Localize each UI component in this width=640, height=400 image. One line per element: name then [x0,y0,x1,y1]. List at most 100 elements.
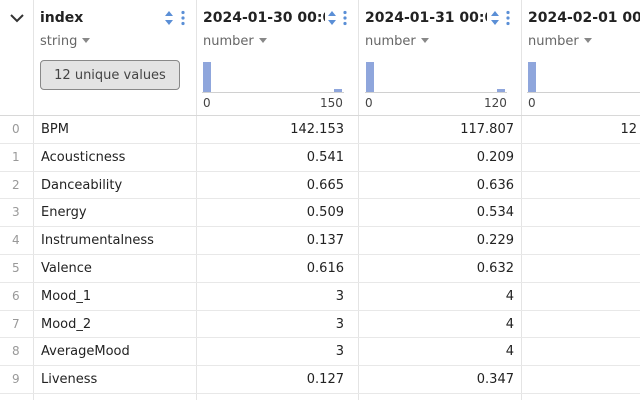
histogram-bar[interactable] [366,62,374,92]
cell-index: BPM [41,122,69,137]
cell-value: 0.229 [476,233,514,249]
table-row[interactable]: 0 BPM 142.153 117.807 12 [0,116,640,144]
row-number: 5 [12,261,20,275]
row-number: 3 [12,205,20,220]
column-type-selector[interactable]: string [40,34,91,49]
col-divider[interactable] [196,0,197,400]
cell-value: 3 [335,316,344,332]
histogram-bar[interactable] [334,89,342,92]
cell-value: 0.636 [476,177,514,193]
histogram-bar[interactable] [528,62,536,92]
column-menu-icon[interactable] [505,10,511,26]
row-number: 9 [12,372,20,387]
column-type-label: number [528,34,579,49]
row-number: 2 [12,177,20,192]
cell-value: 0.665 [306,177,344,193]
column-type-label: number [203,34,254,49]
row-number: 7 [12,316,20,331]
cell-value: 0.347 [476,372,514,388]
cell-value: 0.541 [306,149,344,165]
histogram-max-label: 120 [484,96,507,110]
histogram-bar[interactable] [497,89,505,92]
row-number: 8 [12,344,20,359]
row-number: 4 [12,233,20,248]
cell-value: 0.509 [306,205,344,221]
table-row[interactable]: 2 Danceability 0.665 0.636 [0,172,640,200]
column-type-selector[interactable]: number [365,34,429,49]
sort-icon[interactable] [164,10,174,26]
cell-value: 0.616 [306,261,344,276]
column-type-selector[interactable]: number [528,34,592,49]
cell-value: 0.534 [476,205,514,221]
chevron-down-icon[interactable] [8,9,26,27]
row-number: 1 [12,149,20,164]
table-row[interactable]: 3 Energy 0.509 0.534 [0,199,640,228]
cell-value: 0.209 [476,149,514,165]
cell-index: Mood_2 [41,316,92,332]
cell-index: Mood_1 [41,288,92,304]
column-type-label: string [40,34,78,49]
cell-value: 0.137 [306,233,344,249]
table-row[interactable]: 9 Liveness 0.127 0.347 [0,366,640,394]
row-number: 0 [12,122,20,136]
col-divider[interactable] [521,0,522,400]
row-divider [0,365,640,367]
column-title-2024-02-01[interactable]: 2024-02-01 00:0... [528,10,640,26]
column-menu-icon[interactable] [342,10,348,26]
cell-value: 3 [335,344,344,360]
cell-value: 3 [335,288,344,304]
row-divider [0,337,640,339]
table-row[interactable]: 6 Mood_1 3 4 [0,283,640,311]
sort-icon[interactable] [490,10,500,26]
col-divider [33,0,34,400]
caret-down-icon [420,38,429,43]
histogram-bar[interactable] [203,62,211,92]
header-divider [0,115,640,116]
table-row[interactable]: 7 Mood_2 3 4 [0,311,640,339]
column-title-2024-01-31[interactable]: 2024-01-31 00:0... [365,10,487,26]
row-number: 6 [12,288,20,303]
cell-value: 0.127 [306,372,344,388]
row-divider [0,309,640,311]
column-title-2024-01-30[interactable]: 2024-01-30 00:0... [203,10,325,26]
caret-down-icon [258,38,267,43]
cell-index: Acousticness [41,149,126,165]
table-row[interactable]: 4 Instrumentalness 0.137 0.229 [0,227,640,255]
row-divider [0,281,640,283]
table-row[interactable]: 5 Valence 0.616 0.632 [0,255,640,283]
unique-values-button[interactable]: 12 unique values [40,60,180,90]
histogram[interactable] [527,59,640,93]
sort-icon[interactable] [327,10,337,26]
histogram[interactable] [202,59,344,93]
cell-index: Energy [41,205,87,221]
row-divider [0,392,640,394]
cell-value: 12 [620,122,637,137]
column-menu-icon[interactable] [180,10,186,26]
cell-value: 0.632 [476,261,514,276]
cell-value: 117.807 [460,122,514,137]
caret-down-icon [583,38,592,43]
cell-index: Liveness [41,372,98,388]
histogram-min-label: 0 [528,96,536,110]
cell-index: Valence [41,261,92,276]
histogram-max-label: 150 [320,96,343,110]
column-type-label: number [365,34,416,49]
cell-value: 4 [505,316,514,332]
cell-value: 4 [505,344,514,360]
histogram-min-label: 0 [365,96,373,110]
cell-index: Instrumentalness [41,233,154,249]
caret-down-icon [82,38,91,43]
table-row[interactable]: 1 Acousticness 0.541 0.209 [0,144,640,172]
column-type-selector[interactable]: number [203,34,267,49]
table-row[interactable]: 8 AverageMood 3 4 [0,338,640,367]
column-title-index[interactable]: index [40,10,84,26]
row-divider [0,226,640,228]
cell-value: 4 [505,288,514,304]
row-divider [0,142,640,144]
cell-index: Danceability [41,177,123,193]
histogram[interactable] [365,59,507,93]
cell-value: 142.153 [290,122,344,137]
cell-index: AverageMood [41,344,130,360]
col-divider[interactable] [358,0,359,400]
